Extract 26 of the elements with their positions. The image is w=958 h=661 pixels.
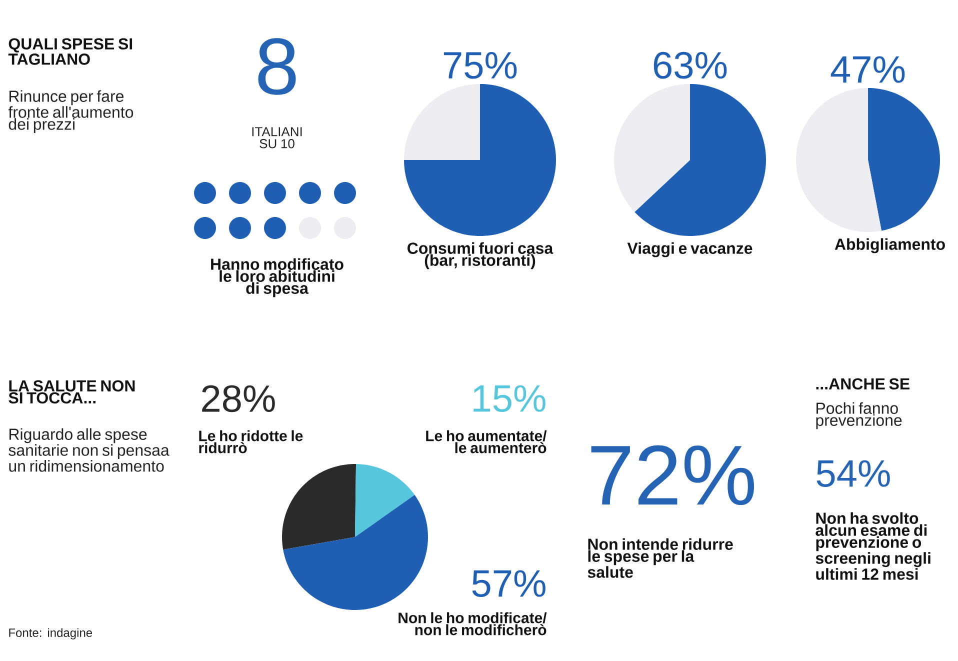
text: Riguardo alle spese sanitarie non si pensaa un ridimensionamento <box>8 428 170 472</box>
text: 54% <box>816 460 890 487</box>
text: QUALI SPESE SI TAGLIANO <box>8 38 132 65</box>
slice-label: Le ho ridotte le ridurrò <box>199 430 303 454</box>
text: Rinunce per fare fronte all'aumento dei prezzi <box>8 90 134 134</box>
data-label: 8 <box>258 38 296 95</box>
text: LA SALUTE NON SI TOCCA... <box>8 380 135 404</box>
data-label: 75% <box>444 52 517 79</box>
data-label: 47% <box>830 56 905 83</box>
text: Non ha svolto alcun esame di prevenzione o screening negli ultimi 12 mesi <box>816 512 930 580</box>
text: Pochi fanno prevenzione <box>816 402 902 430</box>
text: ...ANCHE SE <box>816 378 910 390</box>
slice-label: Abbigliamento <box>834 238 945 254</box>
slice-label: Non le ho modificate/ non le modificherò <box>398 612 547 636</box>
source-note: Fonte: indagine <box>9 628 92 640</box>
text: Hanno modificato le loro abitudini di spesa <box>211 258 344 298</box>
slice-label: Consumi fuori casa (bar, ristoranti) <box>408 242 554 270</box>
text: Non intende ridurre le spese per la salute <box>588 538 733 578</box>
data-label: 28% <box>202 385 275 412</box>
data-label: 57% <box>472 570 546 597</box>
slice-label: Le ho aumentate/ le aumenterò <box>426 430 547 454</box>
data-label: 15% <box>474 385 546 412</box>
text: ITALIANI SU 10 <box>252 127 302 148</box>
data-label: 63% <box>654 52 727 79</box>
slice-label: Viaggi e vacanze <box>627 242 752 258</box>
text: 72% <box>591 445 754 506</box>
